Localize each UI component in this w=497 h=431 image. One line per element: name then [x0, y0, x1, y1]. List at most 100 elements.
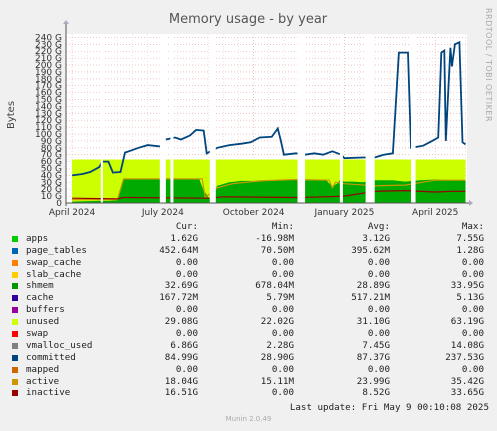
legend-name: inactive — [26, 387, 71, 399]
legend-swatch — [12, 366, 18, 373]
legend-cur-value: 1.62G — [170, 232, 198, 244]
legend-cur-value: 452.64M — [159, 244, 198, 256]
legend-min-value: 0.00 — [271, 328, 294, 340]
memory-chart: Memory usage - by year Bytes RRDTOOL / T… — [6, 7, 493, 218]
legend-avg-value: 23.99G — [356, 375, 390, 387]
legend-swatch — [12, 319, 18, 326]
legend-swatch — [12, 295, 18, 302]
series-lines — [71, 34, 467, 203]
legend-cur-value: 0.00 — [175, 304, 198, 316]
legend-avg-value: 517.21M — [351, 292, 390, 304]
y-tick-label: 200 G — [35, 61, 62, 71]
legend-name: vmalloc_used — [26, 339, 93, 351]
legend-swatch — [12, 307, 18, 314]
legend-row-mapped: mapped 0.00 0.00 0.00 0.00 — [12, 364, 488, 376]
y-tick-labels: 010 G20 G30 G40 G50 G60 G70 G80 G90 G100… — [35, 33, 62, 209]
legend-max-value: 0.00 — [461, 256, 484, 268]
legend-row-page-tables: page_tables 452.64M 70.50M 395.62M 1.28G — [12, 245, 488, 257]
legend-avg-value: 28.89G — [356, 280, 390, 292]
legend-min-value: 678.04M — [255, 280, 294, 292]
legend-max-value: 0.00 — [461, 304, 484, 316]
grid-lines — [66, 34, 467, 203]
legend-min-value: 28.90G — [260, 351, 294, 363]
legend-cur-value: 0.00 — [175, 328, 198, 340]
y-tick-label: 100 G — [35, 130, 62, 140]
legend-name: active — [26, 375, 60, 387]
legend-header: Cur: Min: Avg: Max: — [12, 221, 488, 233]
y-tick-label: 70 G — [41, 151, 62, 161]
legend-min-value: 0.00 — [271, 304, 294, 316]
data-gap — [365, 34, 375, 203]
y-tick-label: 110 G — [35, 123, 62, 133]
legend-avg-value: 7.45G — [362, 339, 390, 351]
y-tick-label: 180 G — [35, 75, 62, 85]
legend-min-value: 0.00 — [271, 268, 294, 280]
y-tick-label: 210 G — [35, 54, 62, 64]
legend-name: cache — [26, 292, 54, 304]
legend-row-swap: swap 0.00 0.00 0.00 0.00 — [12, 328, 488, 340]
munin-version: Munin 2.0.49 — [225, 415, 272, 423]
y-tick-label: 10 G — [41, 192, 62, 202]
legend-avg-value: 0.00 — [367, 256, 390, 268]
header-min: Min: — [271, 221, 294, 232]
legend-row-apps: apps 1.62G -16.98M 3.12G 7.55G — [12, 233, 488, 245]
y-tick-label: 160 G — [35, 89, 62, 99]
y-tick-label: 90 G — [41, 137, 62, 147]
legend-cur-value: 18.04G — [164, 375, 198, 387]
y-tick-label: 50 G — [41, 165, 62, 175]
legend-name: mapped — [26, 363, 60, 375]
data-gap — [159, 34, 166, 203]
y-tick-label: 240 G — [35, 33, 62, 43]
y-tick-label: 130 G — [35, 109, 62, 119]
y-tick-label: 80 G — [41, 144, 62, 154]
axes — [63, 20, 473, 206]
legend-avg-value: 0.00 — [367, 268, 390, 280]
legend-avg-value: 87.37G — [356, 351, 390, 363]
legend-row-shmem: shmem 32.69G 678.04M 28.89G 33.95G — [12, 280, 488, 292]
legend-cur-value: 0.00 — [175, 268, 198, 280]
legend-min-value: 5.79M — [266, 292, 294, 304]
legend-cur-value: 84.99G — [164, 351, 198, 363]
y-tick-label: 60 G — [41, 158, 62, 168]
legend-name: buffers — [26, 304, 65, 316]
data-gap — [339, 34, 343, 203]
legend-name: swap_cache — [26, 256, 82, 268]
legend-max-value: 63.19G — [450, 316, 484, 328]
legend-name: page_tables — [26, 244, 87, 256]
last-update: Last update: Fri May 9 00:10:08 2025 — [289, 402, 489, 413]
legend-min-value: 0.00 — [271, 363, 294, 375]
data-gap — [100, 34, 103, 203]
header-avg: Avg: — [367, 221, 390, 232]
y-tick-label: 170 G — [35, 82, 62, 92]
x-axis-arrow — [469, 200, 473, 206]
legend-rows: apps 1.62G -16.98M 3.12G 7.55G page_tables 452… — [12, 233, 488, 399]
x-tick-label: January 2025 — [313, 208, 374, 218]
legend-avg-value: 395.62M — [351, 244, 390, 256]
y-axis-arrow — [63, 20, 69, 24]
legend-name: swap — [26, 328, 49, 340]
legend-max-value: 0.00 — [461, 363, 484, 375]
legend-avg-value: 0.00 — [367, 304, 390, 316]
legend-max-value: 35.42G — [450, 375, 484, 387]
legend-max-value: 5.13G — [456, 292, 484, 304]
legend-swatch — [12, 271, 18, 278]
legend-avg-value: 0.00 — [367, 328, 390, 340]
legend-min-value: 0.00 — [271, 387, 294, 399]
y-tick-label: 190 G — [35, 68, 62, 78]
legend-row-swap-cache: swap_cache 0.00 0.00 0.00 0.00 — [12, 257, 488, 269]
y-tick-label: 40 G — [41, 171, 62, 181]
legend-avg-value: 8.52G — [362, 387, 390, 399]
data-gap — [411, 34, 416, 203]
rrdtool-credit: RRDTOOL / TOBI OETIKER — [484, 8, 493, 122]
legend-name: apps — [26, 232, 49, 244]
legend-max-value: 237.53G — [445, 351, 484, 363]
legend-min-value: 0.00 — [271, 256, 294, 268]
x-tick-label: October 2024 — [223, 208, 285, 218]
y-tick-label: 30 G — [41, 178, 62, 188]
legend-max-value: 0.00 — [461, 328, 484, 340]
x-tick-label: July 2024 — [141, 208, 184, 218]
header-cur: Cur: — [175, 221, 198, 232]
legend-row-active: active 18.04G 15.11M 23.99G 35.42G — [12, 376, 488, 388]
legend-swatch — [12, 259, 18, 266]
legend-cur-value: 0.00 — [175, 256, 198, 268]
